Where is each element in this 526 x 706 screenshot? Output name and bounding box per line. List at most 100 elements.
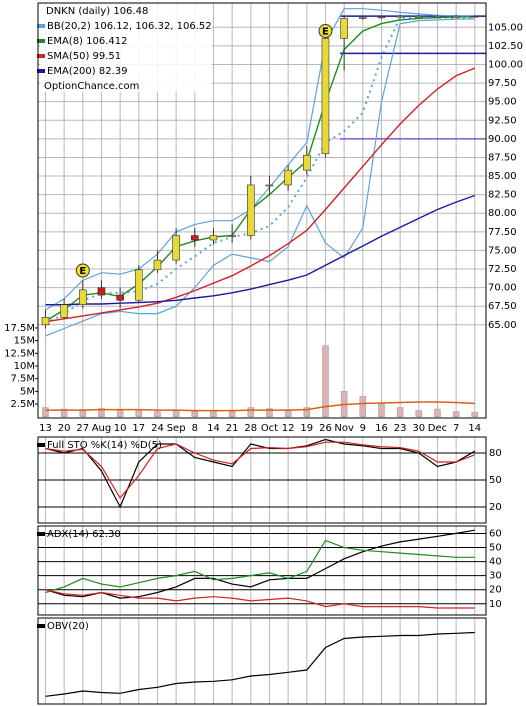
panel-frame — [37, 617, 487, 705]
x-tick-label: 8 — [192, 423, 198, 434]
legend-label: EMA(8) 106.412 — [47, 36, 127, 47]
x-tick-label: 26 — [319, 423, 332, 434]
candle-body — [340, 18, 348, 39]
panel-title: Full STO %K(14) %D(5) — [47, 440, 162, 451]
candle-body — [470, 15, 479, 18]
candle-body — [414, 15, 423, 18]
y-tick-label: 60 — [489, 528, 502, 539]
volume-bar — [303, 407, 311, 417]
x-tick-label: 21 — [226, 423, 239, 434]
event-marker — [318, 24, 333, 39]
volume-bar — [434, 408, 441, 417]
volume-bar — [172, 410, 180, 417]
y-tick-label: 50 — [489, 543, 502, 554]
volume-bar — [154, 411, 161, 417]
x-tick-label: Oct — [261, 423, 278, 434]
indicator-line — [45, 441, 476, 500]
y-tick-label: 70.00 — [488, 283, 517, 294]
x-tick-label: 27 — [76, 423, 89, 434]
legend-box — [40, 4, 212, 92]
y-tick-label: 100.00 — [488, 59, 523, 70]
x-tick-label: 20 — [58, 423, 71, 434]
candle-body — [321, 38, 330, 155]
x-tick-label: 14 — [207, 423, 220, 434]
volume-bar — [378, 403, 385, 417]
legend-swatch — [37, 443, 45, 447]
volume-bar — [42, 407, 49, 417]
legend-swatch — [37, 54, 45, 58]
candle-body — [79, 289, 87, 306]
legend-swatch — [37, 532, 45, 536]
volume-tick-label: 7.5M — [10, 374, 35, 385]
panel-frame — [37, 436, 487, 524]
x-tick-label: 30 — [412, 423, 425, 434]
x-tick-label: 9 — [360, 423, 366, 434]
event-marker — [75, 263, 90, 278]
x-tick-label: 16 — [375, 423, 388, 434]
x-tick-label: 12 — [282, 423, 295, 434]
y-tick-label: 65.00 — [488, 320, 517, 331]
volume-ma — [45, 401, 475, 412]
candle-body — [116, 294, 124, 301]
candle-body — [97, 287, 106, 296]
y-tick-label: 30 — [489, 571, 502, 582]
legend-swatch — [37, 24, 45, 28]
x-tick-label: Dec — [428, 423, 447, 434]
overlay-line — [45, 194, 476, 306]
y-tick-label: 80 — [489, 448, 502, 459]
volume-bar — [228, 411, 236, 417]
candle-body — [452, 15, 460, 18]
bb-upper — [45, 8, 475, 311]
y-tick-label: 105.00 — [488, 22, 523, 33]
volume-bar — [452, 411, 460, 417]
bb-middle — [45, 16, 475, 325]
indicator-line — [45, 631, 475, 697]
volume-bar — [415, 410, 423, 417]
indicator-line — [45, 539, 475, 594]
panel-frame — [37, 525, 487, 616]
volume-bar — [359, 396, 367, 417]
x-tick-label: 17 — [132, 423, 145, 434]
candle-body — [284, 169, 292, 186]
y-tick-label: 67.50 — [488, 301, 517, 312]
y-tick-label: 85.00 — [488, 171, 517, 182]
x-tick-label: 14 — [468, 423, 481, 434]
candle-body — [377, 16, 386, 19]
volume-bar — [116, 410, 124, 417]
overlay-line — [45, 67, 476, 323]
y-tick-label: 20 — [489, 502, 502, 513]
y-tick-label: 97.50 — [488, 78, 517, 89]
watermark: OptionChance.com — [44, 81, 139, 92]
volume-bar — [60, 408, 68, 417]
indicator-line — [45, 529, 475, 599]
legend-label: BB(20,2) 106.12, 106.32, 106.52 — [47, 21, 212, 32]
x-tick-label: 13 — [39, 423, 52, 434]
y-tick-label: 40 — [489, 557, 502, 568]
x-tick-label: 19 — [300, 423, 313, 434]
y-tick-label: 77.50 — [488, 227, 517, 238]
event-label: E — [79, 266, 86, 277]
y-tick-label: 72.50 — [488, 264, 517, 275]
volume-bar — [247, 407, 255, 417]
candle-body — [191, 235, 199, 241]
candle-body — [135, 269, 143, 301]
volume-tick-label: 2.5M — [10, 399, 35, 410]
candle-body — [41, 317, 50, 326]
bb-lower — [45, 18, 475, 337]
panel-frame — [37, 2, 487, 419]
indicator-line — [45, 589, 475, 609]
y-tick-label: 82.50 — [488, 190, 517, 201]
x-tick-label: 7 — [453, 423, 459, 434]
y-tick-label: 80.00 — [488, 208, 517, 219]
volume-tick-label: 12.5M — [4, 348, 35, 359]
volume-bar — [471, 411, 479, 417]
y-tick-label: 87.50 — [488, 152, 517, 163]
legend-swatch — [37, 69, 45, 73]
x-tick-label: 23 — [394, 423, 407, 434]
x-tick-label: Sep — [167, 423, 186, 434]
candle-body — [60, 304, 68, 318]
volume-bar — [322, 345, 329, 417]
volume-tick-label: 15M — [14, 336, 35, 347]
